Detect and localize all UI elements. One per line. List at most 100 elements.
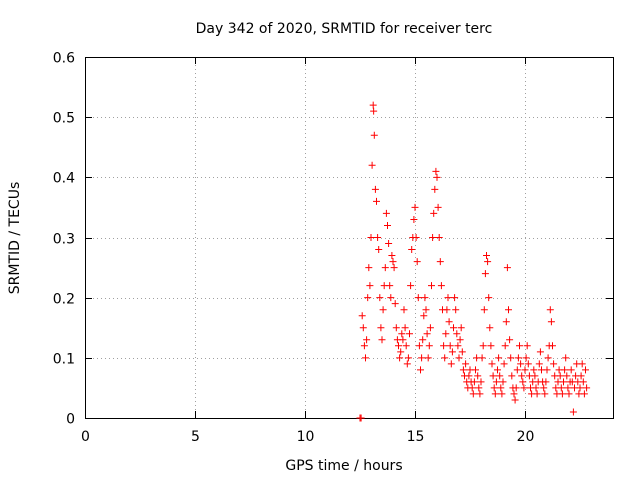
y-tick-label: 0 [66, 412, 75, 428]
data-point [487, 342, 495, 350]
data-point [445, 318, 453, 326]
y-tick-label: 0.2 [53, 292, 75, 308]
data-point [371, 185, 379, 193]
chart-title: Day 342 of 2020, SRMTID for receiver ter… [196, 21, 493, 37]
data-point [547, 318, 555, 326]
data-point [564, 384, 572, 392]
data-point [521, 366, 529, 374]
data-point [381, 264, 389, 272]
data-point [536, 348, 544, 356]
data-point [374, 234, 382, 241]
data-point [452, 306, 460, 314]
y-tick-label: 0.4 [53, 171, 75, 187]
data-point [567, 366, 575, 374]
x-tick-label: 10 [297, 429, 315, 445]
data-point [556, 372, 564, 380]
data-point [516, 342, 523, 350]
data-point [530, 366, 538, 374]
data-point [546, 306, 554, 314]
data-point [370, 131, 378, 139]
data-point [549, 342, 556, 350]
data-point [511, 396, 519, 404]
data-point [544, 354, 552, 362]
y-axis-label: SRMTID / TECUs [7, 182, 23, 295]
data-point [491, 390, 499, 398]
data-point [565, 390, 573, 398]
data-point [397, 348, 405, 356]
data-point [514, 354, 522, 362]
data-point [520, 384, 528, 392]
data-point [513, 366, 521, 374]
data-point [365, 264, 373, 272]
data-point [470, 378, 478, 386]
data-point [421, 294, 429, 302]
data-point [519, 378, 527, 386]
y-tick-label: 0.5 [53, 111, 75, 127]
x-axis-label: GPS time / hours [285, 458, 402, 474]
data-point [436, 258, 444, 266]
data-point [419, 336, 427, 344]
data-point [444, 294, 452, 302]
data-point [420, 312, 428, 320]
data-point [434, 203, 442, 211]
data-point [431, 185, 439, 193]
data-point [441, 354, 449, 362]
data-point [490, 384, 498, 392]
data-point [450, 324, 457, 332]
data-point [502, 318, 510, 326]
data-point [379, 306, 387, 314]
data-point [488, 360, 496, 368]
data-point [577, 372, 585, 380]
data-point [396, 354, 404, 362]
data-point [423, 330, 431, 338]
data-point [457, 324, 465, 332]
data-point [499, 378, 507, 386]
data-point [455, 354, 463, 362]
data-point [583, 384, 591, 392]
data-point [426, 324, 434, 332]
data-point [578, 360, 586, 368]
data-point [390, 264, 398, 272]
data-point [384, 221, 391, 229]
data-point [454, 342, 462, 350]
data-point [448, 348, 456, 356]
data-point [377, 324, 385, 332]
data-point [424, 354, 432, 362]
data-point [569, 408, 577, 416]
data-point [562, 354, 570, 362]
data-point [403, 360, 411, 368]
data-point [484, 258, 492, 266]
data-points [356, 101, 591, 422]
data-point [579, 378, 587, 386]
plot-frame [85, 57, 614, 419]
data-point [368, 161, 376, 169]
data-point [458, 348, 466, 356]
data-point [496, 372, 504, 380]
data-point [407, 282, 415, 290]
data-point [483, 252, 490, 260]
data-point [510, 390, 518, 398]
data-point [501, 342, 509, 350]
data-point [576, 384, 584, 392]
data-point [508, 372, 516, 380]
data-point [429, 234, 437, 241]
data-point [376, 294, 384, 302]
data-point [535, 360, 543, 368]
data-point [542, 378, 550, 386]
x-axis: 0 5 10 15 20 [81, 57, 534, 445]
data-point [474, 372, 482, 380]
data-point [541, 390, 549, 398]
data-point [370, 107, 378, 115]
data-point [503, 264, 511, 272]
data-point [476, 390, 484, 398]
data-point [382, 209, 390, 217]
data-point [417, 366, 424, 374]
data-point [492, 378, 500, 386]
data-point [358, 312, 366, 320]
data-point [401, 324, 409, 332]
data-point [540, 384, 548, 392]
data-point [462, 360, 470, 368]
data-point [440, 342, 448, 350]
data-point [451, 294, 459, 302]
data-point [494, 366, 501, 374]
